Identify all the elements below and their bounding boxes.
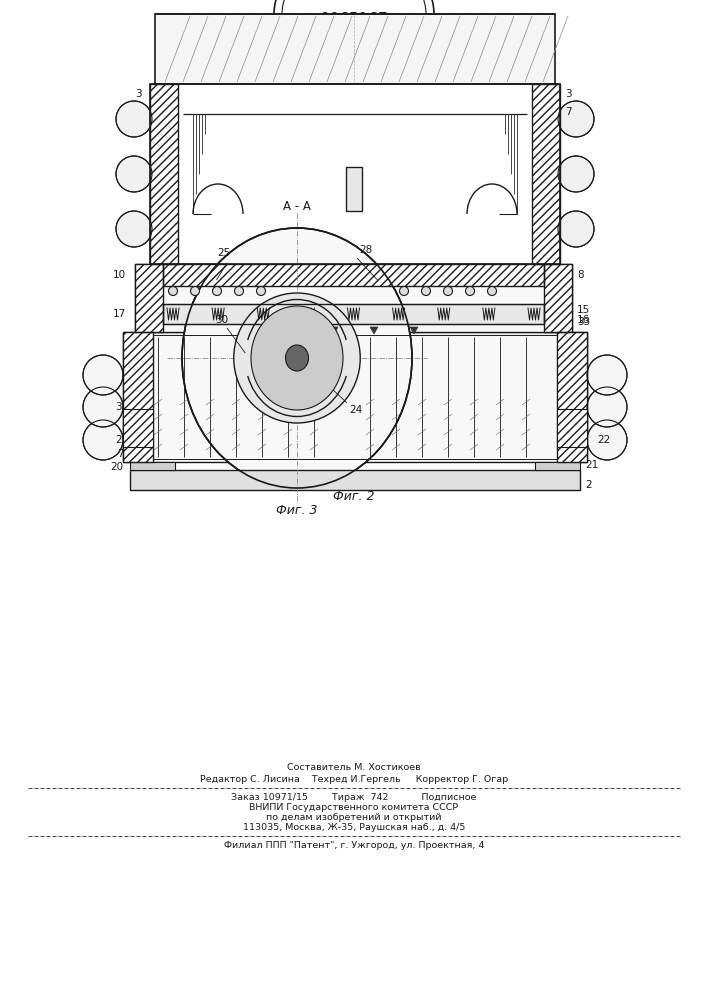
Circle shape xyxy=(465,286,474,296)
Text: 8: 8 xyxy=(577,270,583,280)
Bar xyxy=(130,470,580,490)
Text: ВНИПИ Государственного комитета СССР: ВНИПИ Государственного комитета СССР xyxy=(250,802,459,812)
Circle shape xyxy=(257,286,266,296)
Text: 25: 25 xyxy=(217,248,230,258)
Text: 113035, Москва, Ж-35, Раушская наб., д. 4/5: 113035, Москва, Ж-35, Раушская наб., д. … xyxy=(243,822,465,832)
Bar xyxy=(123,409,153,447)
Text: 30: 30 xyxy=(215,315,228,325)
Text: Заказ 10971/15        Тираж  742           Подписное: Заказ 10971/15 Тираж 742 Подписное xyxy=(231,792,477,802)
Circle shape xyxy=(587,387,627,427)
Bar xyxy=(163,304,544,324)
Circle shape xyxy=(558,101,594,137)
Bar xyxy=(155,14,555,84)
Text: Составитель М. Хостикоев: Составитель М. Хостикоев xyxy=(287,764,421,772)
Circle shape xyxy=(116,156,152,192)
Bar xyxy=(123,332,587,462)
Text: 2: 2 xyxy=(585,480,592,490)
Bar xyxy=(535,462,580,470)
Circle shape xyxy=(190,286,199,296)
Bar xyxy=(163,304,544,324)
Text: А - А: А - А xyxy=(283,200,311,213)
Text: 3: 3 xyxy=(565,89,572,99)
Circle shape xyxy=(168,286,177,296)
Bar xyxy=(163,264,544,286)
Text: 16: 16 xyxy=(577,315,590,325)
Text: 21: 21 xyxy=(585,460,598,470)
Bar xyxy=(557,332,587,462)
Polygon shape xyxy=(290,327,298,334)
Bar xyxy=(135,264,572,332)
Ellipse shape xyxy=(280,338,314,377)
Text: 1065167: 1065167 xyxy=(320,12,388,27)
Circle shape xyxy=(443,286,452,296)
Circle shape xyxy=(587,420,627,460)
Bar xyxy=(150,84,178,264)
Bar xyxy=(346,167,362,211)
Circle shape xyxy=(587,355,627,395)
Text: Филиал ППП "Патент", г. Ужгород, ул. Проектная, 4: Филиал ППП "Патент", г. Ужгород, ул. Про… xyxy=(224,842,484,850)
Circle shape xyxy=(83,387,123,427)
Ellipse shape xyxy=(271,329,322,387)
Circle shape xyxy=(116,101,152,137)
Bar xyxy=(163,264,544,286)
Ellipse shape xyxy=(262,319,332,397)
Circle shape xyxy=(213,286,221,296)
Bar xyxy=(150,84,178,264)
Circle shape xyxy=(558,211,594,247)
Circle shape xyxy=(488,286,496,296)
Ellipse shape xyxy=(182,228,412,488)
Text: 28: 28 xyxy=(359,245,373,255)
Text: 17: 17 xyxy=(113,309,127,319)
Text: 33: 33 xyxy=(577,317,590,327)
Text: 10: 10 xyxy=(113,270,126,280)
Text: по делам изобретений и открытий: по делам изобретений и открытий xyxy=(267,812,442,822)
Circle shape xyxy=(558,156,594,192)
Text: Редактор С. Лисина    Техред И.Гергель     Корректор Г. Огар: Редактор С. Лисина Техред И.Гергель Корр… xyxy=(200,776,508,784)
Text: 7: 7 xyxy=(117,449,124,459)
Bar xyxy=(532,84,560,264)
Circle shape xyxy=(399,286,409,296)
Bar xyxy=(346,167,362,211)
Bar xyxy=(544,264,572,332)
Bar xyxy=(532,84,560,264)
Bar xyxy=(130,462,175,470)
Bar xyxy=(150,84,560,264)
Ellipse shape xyxy=(286,345,308,371)
Bar xyxy=(135,264,163,332)
Bar xyxy=(123,332,153,462)
Bar xyxy=(557,409,587,447)
Circle shape xyxy=(421,286,431,296)
Bar xyxy=(557,332,587,462)
Ellipse shape xyxy=(251,306,343,410)
Text: Фиг. 2: Фиг. 2 xyxy=(333,490,375,504)
Bar xyxy=(135,264,163,332)
Circle shape xyxy=(116,211,152,247)
Text: 22: 22 xyxy=(115,435,128,445)
Polygon shape xyxy=(330,327,338,334)
Bar xyxy=(557,409,587,447)
Bar xyxy=(123,409,153,447)
Text: 20: 20 xyxy=(110,462,123,472)
Bar xyxy=(123,332,153,462)
Text: 3: 3 xyxy=(135,89,141,99)
Text: Фиг. 3: Фиг. 3 xyxy=(276,504,317,516)
Circle shape xyxy=(83,355,123,395)
Circle shape xyxy=(83,420,123,460)
Polygon shape xyxy=(410,327,418,334)
Ellipse shape xyxy=(234,293,361,423)
Text: 7: 7 xyxy=(565,107,572,117)
Bar xyxy=(544,264,572,332)
Circle shape xyxy=(235,286,243,296)
Text: 15: 15 xyxy=(577,305,590,315)
Text: 22: 22 xyxy=(597,435,610,445)
Text: 3: 3 xyxy=(115,402,122,412)
Polygon shape xyxy=(370,327,378,334)
Text: 24: 24 xyxy=(349,405,362,415)
